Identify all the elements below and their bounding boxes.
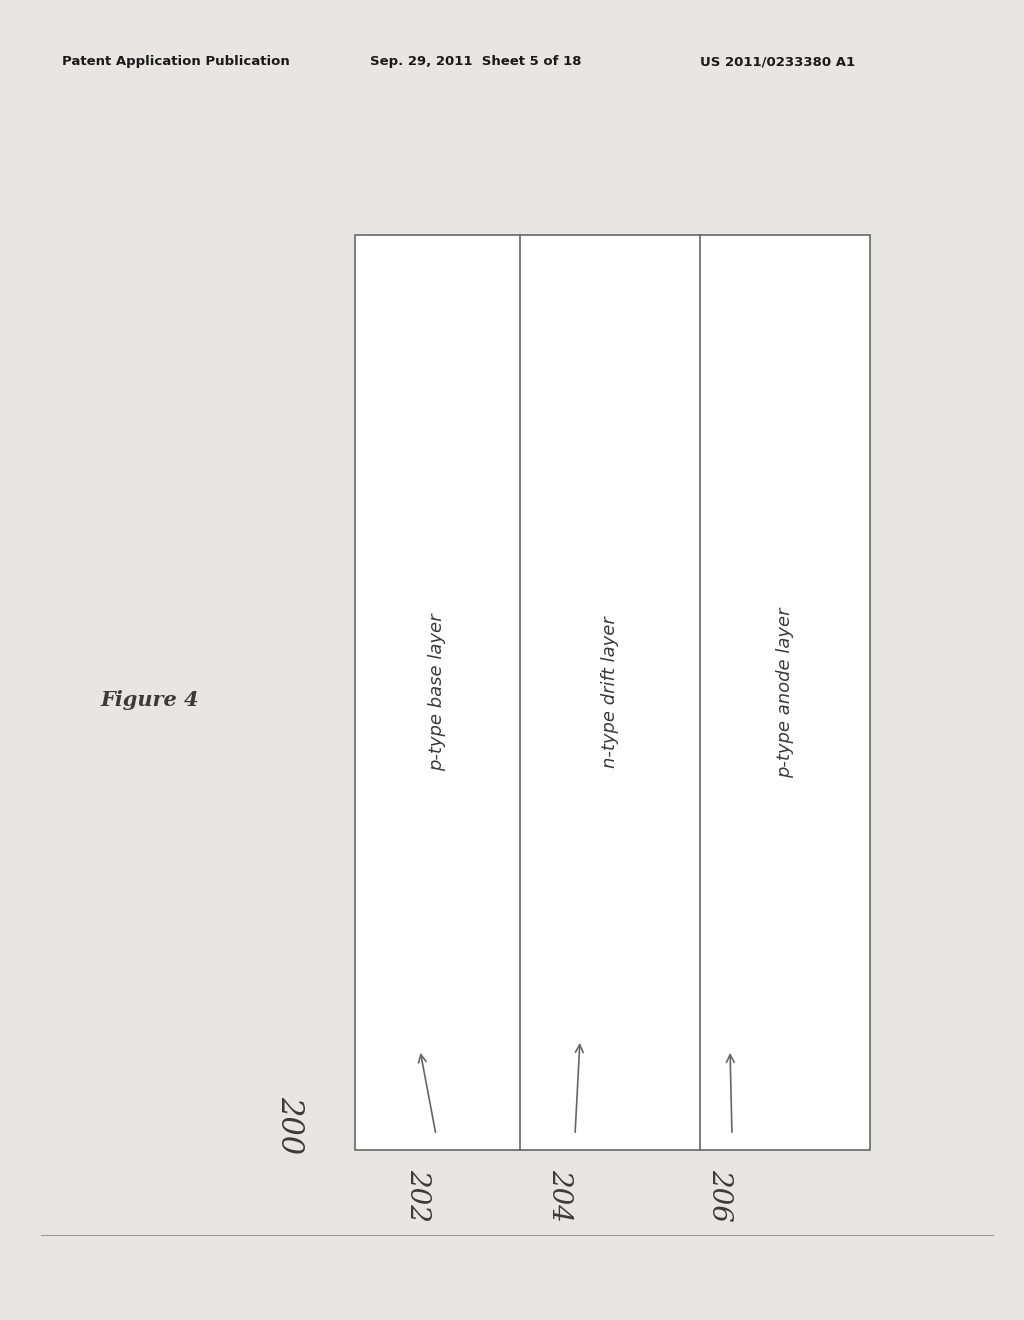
Text: p-type anode layer: p-type anode layer [776,607,794,777]
Text: 206: 206 [707,1168,733,1221]
Text: Sep. 29, 2011  Sheet 5 of 18: Sep. 29, 2011 Sheet 5 of 18 [370,55,582,69]
Text: Figure 4: Figure 4 [100,690,199,710]
Text: 204: 204 [547,1168,573,1221]
Text: p-type base layer: p-type base layer [428,614,446,771]
Bar [355,235,870,1150]
Text: n-type drift layer: n-type drift layer [601,616,618,768]
Text: 202: 202 [404,1168,431,1221]
Text: 200: 200 [274,1096,305,1154]
Text: US 2011/0233380 A1: US 2011/0233380 A1 [700,55,855,69]
Text: Patent Application Publication: Patent Application Publication [62,55,290,69]
